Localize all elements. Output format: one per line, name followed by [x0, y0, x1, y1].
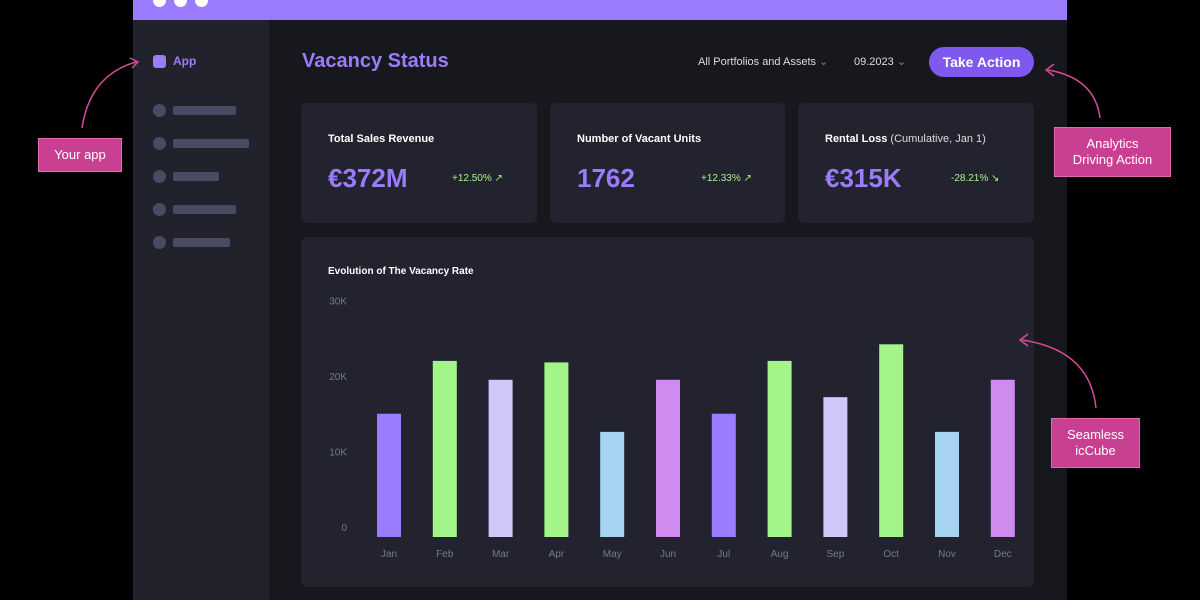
placeholder-bar: [173, 205, 236, 214]
bar-chart: 0 10K 20K 30K Jan Feb Mar Apr May Jun Jul Aug Sep Oct…: [329, 297, 1015, 560]
x-tick-label: May: [603, 549, 622, 560]
x-tick-label: Nov: [938, 549, 956, 560]
bar-jun[interactable]: [656, 379, 680, 537]
placeholder-bar: [173, 106, 236, 115]
app-window: App Vacancy Status All Portfolios and As…: [133, 0, 1067, 600]
window-close-dot[interactable]: [153, 0, 166, 7]
kpi-card: Number of Vacant Units 1762 +12.33% ↗: [550, 103, 785, 223]
bar-feb[interactable]: [432, 360, 457, 537]
bar-sep[interactable]: [823, 397, 848, 537]
sidebar-item-label: App: [173, 54, 197, 68]
window-maximize-dot[interactable]: [195, 0, 208, 7]
x-tick-label: Dec: [994, 549, 1012, 560]
kpi-value: €315K: [825, 163, 902, 193]
chart-title: Evolution of The Vacancy Rate: [328, 266, 474, 277]
chevron-down-icon: ⌄: [819, 56, 829, 68]
y-tick-label: 0: [341, 523, 347, 534]
sidebar-item-placeholder[interactable]: [153, 137, 249, 150]
y-tick-label: 30K: [329, 297, 347, 308]
annotation-analytics: Analytics Driving Action: [1054, 127, 1171, 177]
kpi-label: Total Sales Revenue: [328, 133, 435, 145]
x-tick-label: Feb: [436, 549, 454, 560]
sidebar-item-app[interactable]: App: [153, 54, 196, 68]
kpi-card: Rental Loss (Cumulative, Jan 1) €315K -2…: [798, 103, 1034, 223]
x-tick-label: Oct: [883, 549, 899, 560]
bar-jul[interactable]: [711, 413, 736, 537]
x-tick-label: Jan: [381, 549, 397, 560]
app-icon: [153, 54, 166, 68]
dropdown-value: 09.2023: [854, 56, 894, 68]
date-dropdown[interactable]: 09.2023 ⌄: [854, 55, 906, 68]
bar-oct[interactable]: [879, 344, 904, 537]
kpi-change: +12.50% ↗: [452, 173, 503, 184]
sidebar: App: [133, 20, 269, 600]
kpi-value: €372M: [328, 163, 408, 193]
circle-icon: [153, 137, 166, 150]
x-tick-label: Sep: [827, 549, 845, 560]
circle-icon: [153, 170, 166, 183]
trend-down-icon: ↘: [991, 173, 1000, 184]
annotation-your-app: Your app: [38, 138, 122, 172]
title-bar: [133, 0, 1067, 20]
x-tick-label: Jul: [717, 549, 730, 560]
kpi-label: Rental Loss (Cumulative, Jan 1): [825, 133, 986, 145]
circle-icon: [153, 236, 166, 249]
bar-jan[interactable]: [377, 413, 401, 537]
bar-apr[interactable]: [544, 362, 569, 537]
portfolio-dropdown[interactable]: All Portfolios and Assets ⌄: [698, 55, 828, 68]
placeholder-bar: [173, 139, 249, 148]
circle-icon: [153, 104, 166, 117]
dropdown-value: All Portfolios and Assets: [698, 56, 817, 68]
kpi-value: 1762: [577, 163, 635, 193]
placeholder-bar: [173, 238, 230, 247]
kpi-label: Number of Vacant Units: [577, 133, 702, 145]
circle-icon: [153, 203, 166, 216]
bar-nov[interactable]: [935, 431, 959, 537]
vacancy-chart: Evolution of The Vacancy Rate 0 10K 20K 30K…: [301, 237, 1034, 587]
x-tick-label: Aug: [771, 549, 789, 560]
sidebar-item-placeholder[interactable]: [153, 203, 236, 216]
kpi-change: +12.33% ↗: [701, 173, 752, 184]
x-tick-label: Apr: [549, 549, 565, 560]
x-tick-label: Mar: [492, 549, 510, 560]
sidebar-item-placeholder[interactable]: [153, 236, 230, 249]
bar-mar[interactable]: [488, 379, 513, 537]
kpi-card: Total Sales Revenue €372M +12.50% ↗: [301, 103, 537, 223]
page-title: Vacancy Status: [302, 50, 449, 72]
placeholder-bar: [173, 172, 219, 181]
bar-dec[interactable]: [990, 379, 1015, 537]
sidebar-item-placeholder[interactable]: [153, 170, 219, 183]
trend-up-icon: ↗: [494, 173, 503, 184]
take-action-button[interactable]: Take Action: [929, 47, 1034, 77]
annotation-seamless: Seamless icCube: [1051, 418, 1140, 468]
window-minimize-dot[interactable]: [174, 0, 187, 7]
trend-up-icon: ↗: [743, 173, 752, 184]
sidebar-item-placeholder[interactable]: [153, 104, 236, 117]
chevron-down-icon: ⌄: [896, 56, 907, 68]
y-tick-label: 10K: [329, 448, 347, 459]
y-tick-label: 20K: [329, 372, 347, 383]
kpi-change: -28.21% ↘: [951, 173, 1000, 184]
bar-aug[interactable]: [767, 360, 792, 537]
bar-may[interactable]: [600, 431, 625, 537]
x-tick-label: Jun: [660, 549, 676, 560]
